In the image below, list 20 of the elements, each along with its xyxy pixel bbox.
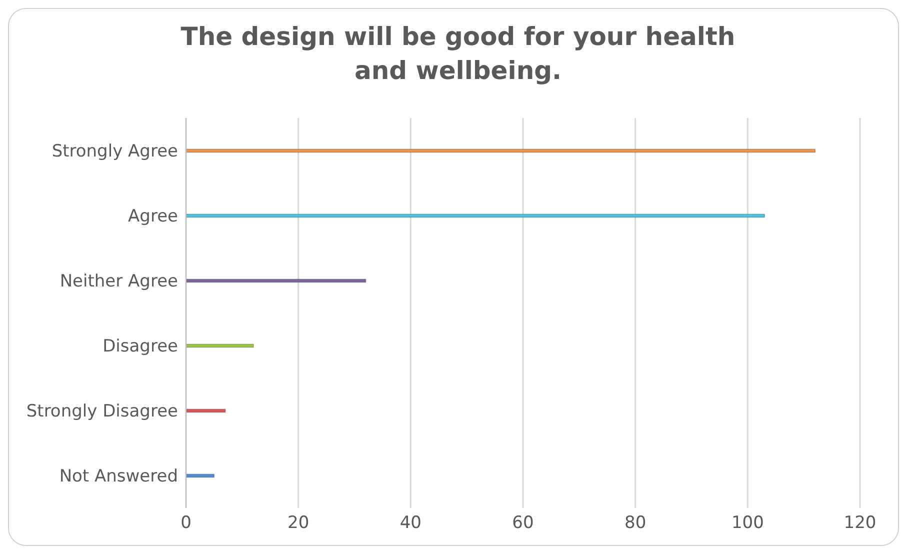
x-tick-label: 40 xyxy=(400,513,422,534)
x-tick-label: 100 xyxy=(731,513,764,534)
x-tick-label: 0 xyxy=(180,513,192,534)
bar xyxy=(186,474,215,478)
y-tick-label: Not Answered xyxy=(59,466,178,487)
y-tick-label: Neither Agree xyxy=(60,272,178,292)
x-tick-label: 80 xyxy=(624,513,646,534)
y-tick-label: Agree xyxy=(128,206,178,227)
bar xyxy=(186,148,816,153)
bar xyxy=(186,214,766,218)
bar xyxy=(186,344,254,348)
x-tick-label: 20 xyxy=(288,513,310,534)
x-tick-label: 60 xyxy=(512,513,534,534)
y-tick-label: Strongly Agree xyxy=(52,142,178,162)
x-tick-label: 120 xyxy=(844,513,876,534)
bar xyxy=(186,408,226,413)
bar xyxy=(186,278,366,283)
chart-title: The design will be good for your health and wellbeing. xyxy=(180,21,736,87)
y-tick-label: Disagree xyxy=(102,336,178,357)
y-tick-label: Strongly Disagree xyxy=(26,402,178,422)
